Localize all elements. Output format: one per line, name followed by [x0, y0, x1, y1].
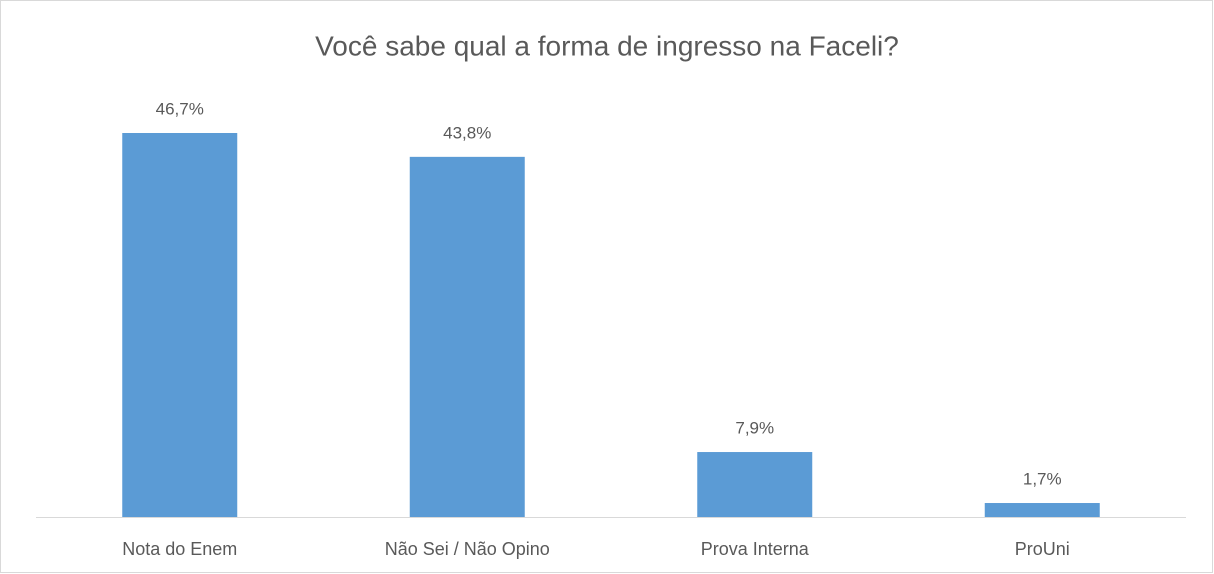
- data-label: 46,7%: [156, 99, 204, 118]
- bar: [409, 156, 525, 517]
- x-tick-label: Prova Interna: [701, 539, 810, 559]
- bar: [984, 503, 1100, 517]
- x-tick-label: ProUni: [1015, 539, 1070, 559]
- bar: [697, 452, 813, 517]
- data-label: 1,7%: [1023, 470, 1062, 489]
- x-tick-label: Não Sei / Não Opino: [385, 539, 550, 559]
- bar: [122, 133, 238, 517]
- x-tick-label: Nota do Enem: [122, 539, 237, 559]
- data-label: 43,8%: [443, 123, 491, 142]
- chart-title: Você sabe qual a forma de ingresso na Fa…: [315, 30, 899, 61]
- data-label: 7,9%: [735, 419, 774, 438]
